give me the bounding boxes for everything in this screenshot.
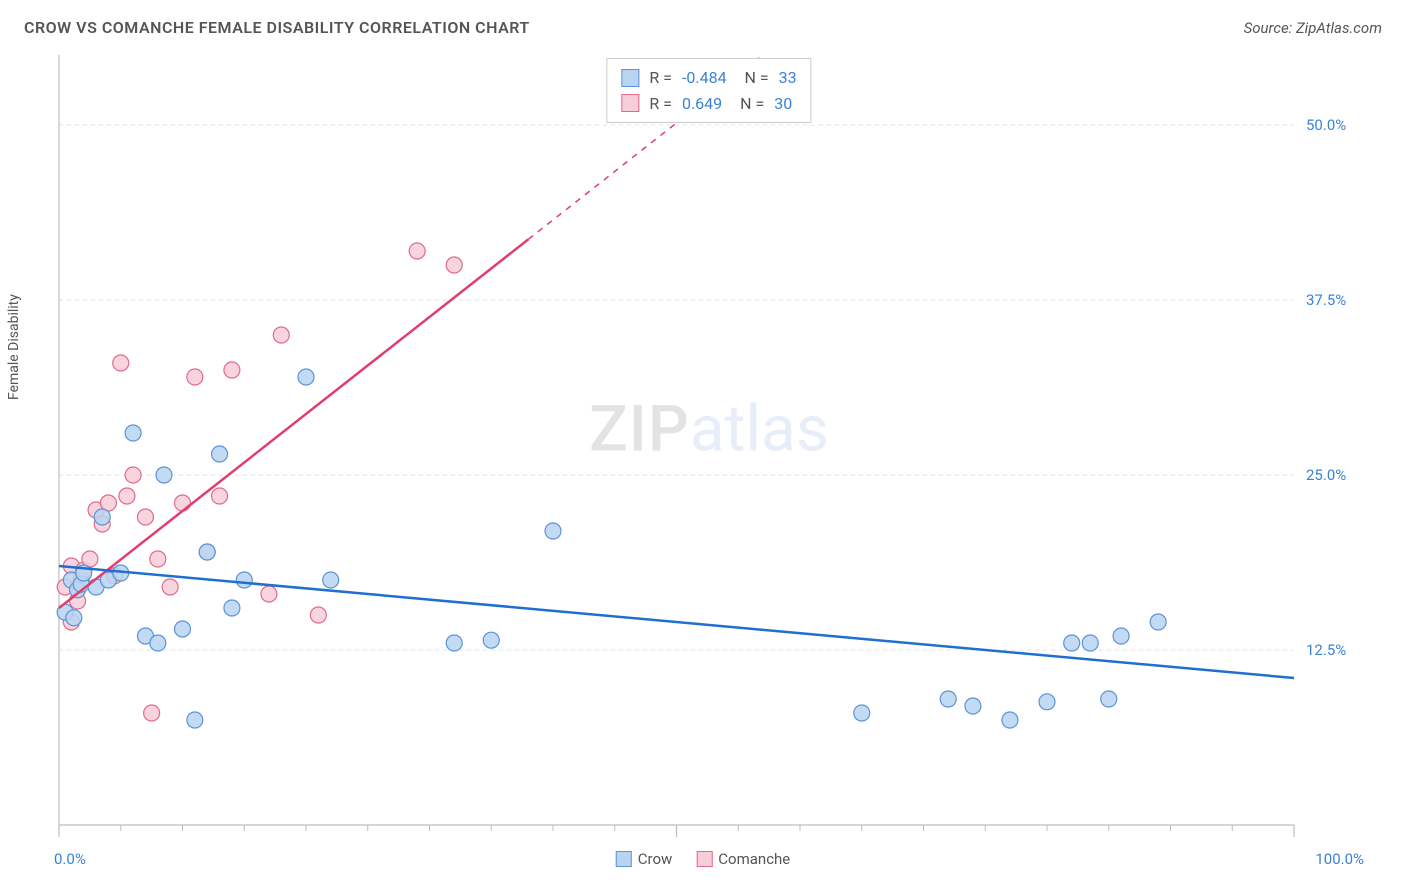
chart-title: CROW VS COMANCHE FEMALE DISABILITY CORRE…	[24, 18, 530, 37]
x-max-label: 100.0%	[1315, 850, 1364, 868]
y-axis-label: Female Disability	[6, 294, 22, 400]
stats-legend-box: R = -0.484 N = 33 R = 0.649 N = 30	[606, 58, 811, 123]
svg-text:37.5%: 37.5%	[1306, 291, 1346, 309]
stats-r-label: R =	[649, 91, 672, 117]
stats-row-comanche: R = 0.649 N = 30	[621, 91, 796, 117]
plot-area: 12.5%25.0%37.5%50.0% ZIPatlas R = -0.484…	[54, 50, 1364, 840]
stats-row-crow: R = -0.484 N = 33	[621, 65, 796, 91]
chart-container: Female Disability 12.5%25.0%37.5%50.0% Z…	[24, 50, 1382, 840]
legend-item-crow: Crow	[616, 850, 673, 868]
comanche-legend-label: Comanche	[718, 850, 790, 868]
stats-n-label: N =	[737, 65, 769, 91]
header: CROW VS COMANCHE FEMALE DISABILITY CORRE…	[0, 0, 1406, 45]
crow-n-value: 33	[779, 65, 797, 91]
source-label: Source: ZipAtlas.com	[1244, 19, 1382, 37]
bottom-legend: Crow Comanche	[616, 850, 791, 868]
comanche-n-value: 30	[774, 91, 792, 117]
crow-legend-label: Crow	[638, 850, 673, 868]
svg-text:25.0%: 25.0%	[1306, 466, 1346, 484]
stats-n-label: N =	[732, 91, 764, 117]
svg-text:12.5%: 12.5%	[1306, 641, 1346, 659]
legend-item-comanche: Comanche	[696, 850, 790, 868]
comanche-legend-swatch-icon	[696, 851, 712, 867]
crow-legend-swatch-icon	[616, 851, 632, 867]
stats-r-label: R =	[649, 65, 672, 91]
comanche-r-value: 0.649	[682, 91, 722, 117]
crow-swatch-icon	[621, 69, 639, 87]
scatter-svg: 12.5% 25.0% 37.5% 50.0%	[54, 50, 1364, 840]
crow-r-value: -0.484	[682, 65, 727, 91]
x-min-label: 0.0%	[54, 850, 86, 868]
svg-text:50.0%: 50.0%	[1306, 116, 1346, 134]
comanche-swatch-icon	[621, 94, 639, 112]
